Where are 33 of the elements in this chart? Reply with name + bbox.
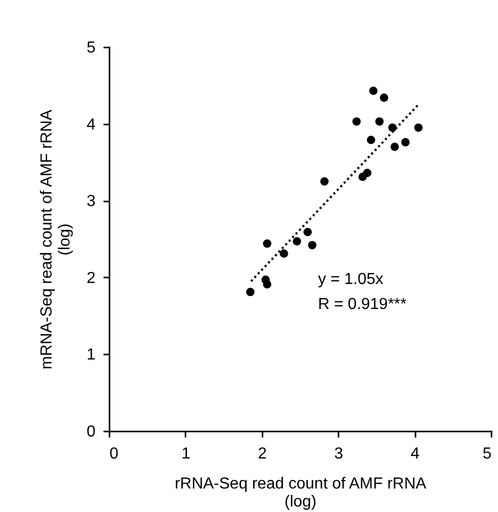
point — [352, 117, 361, 126]
point — [292, 237, 302, 246]
annotation: y = 1.05x — [318, 271, 384, 288]
y-axis-title: mRNA-Seq read count of AMF rRNA (log) — [38, 109, 74, 370]
y-tick-label: 4 — [86, 116, 96, 134]
point — [366, 136, 376, 144]
x-axis-title: rRNA-Seq read count of AMF rRNA (log) — [174, 476, 427, 510]
point — [380, 94, 388, 102]
x-tick-label: 5 — [482, 446, 492, 462]
x-tick-label: 0 — [110, 446, 118, 462]
y-tick-label: 3 — [86, 193, 96, 210]
x-tick-label: 4 — [410, 446, 420, 462]
point — [303, 228, 312, 236]
point — [363, 168, 372, 178]
y-tick-label: 1 — [86, 346, 96, 364]
point — [414, 123, 423, 132]
point — [401, 138, 410, 146]
point — [262, 280, 272, 288]
x-tick-label: 1 — [181, 446, 190, 462]
x-tick-label: 2 — [258, 446, 267, 462]
point — [246, 288, 255, 296]
point — [262, 239, 272, 248]
point — [320, 177, 329, 186]
y-tick-label: 0 — [86, 424, 96, 440]
y-tick-label: 5 — [86, 40, 96, 56]
point — [375, 117, 384, 126]
annotation: R = 0.919*** — [318, 296, 407, 313]
point — [369, 86, 378, 95]
point — [280, 249, 288, 258]
point — [308, 240, 316, 250]
y-tick-label: 2 — [86, 270, 96, 287]
x-tick-label: 3 — [334, 446, 344, 462]
point — [390, 142, 399, 152]
